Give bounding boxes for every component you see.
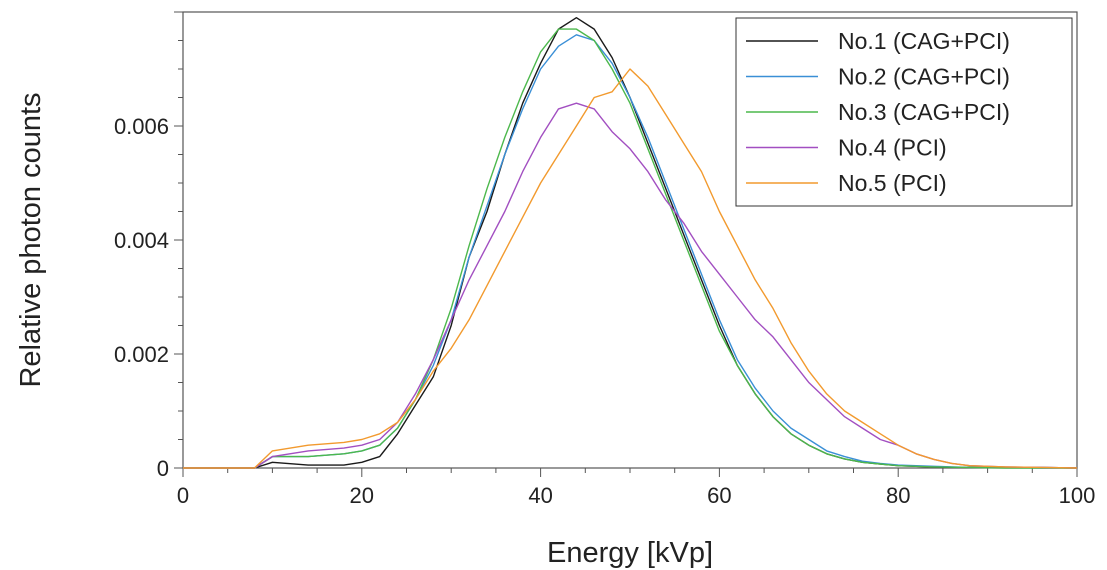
legend-label-3: No.3 (CAG+PCI) xyxy=(838,99,1010,125)
x-axis-title: Energy [kVp] xyxy=(547,537,713,569)
x-axis: 0 20 40 60 80 100 xyxy=(177,468,1095,508)
y-tick-label: 0 xyxy=(157,456,169,481)
legend-label-1: No.1 (CAG+PCI) xyxy=(838,28,1010,54)
legend-label-2: No.2 (CAG+PCI) xyxy=(838,64,1010,90)
legend-label-5: No.5 (PCI) xyxy=(838,170,947,196)
x-tick-label: 20 xyxy=(350,483,374,508)
legend: No.1 (CAG+PCI) No.2 (CAG+PCI) No.3 (CAG+PC… xyxy=(735,17,1073,207)
x-tick-label: 100 xyxy=(1059,483,1096,508)
y-tick-label: 0.004 xyxy=(114,228,169,253)
x-tick-label: 0 xyxy=(177,483,189,508)
series-lines xyxy=(183,17,1078,469)
y-axis: 0 0.002 0.004 0.006 xyxy=(114,11,183,481)
x-tick-label: 80 xyxy=(886,483,910,508)
series-line-5 xyxy=(183,68,1078,469)
x-tick-label: 60 xyxy=(707,483,731,508)
series-line-3 xyxy=(183,28,1077,469)
y-axis-title: Relative photon counts xyxy=(15,92,47,387)
y-tick-label: 0.002 xyxy=(114,342,169,367)
legend-label-4: No.4 (PCI) xyxy=(838,135,947,161)
y-tick-label: 0.006 xyxy=(114,114,169,139)
x-tick-label: 40 xyxy=(528,483,552,508)
